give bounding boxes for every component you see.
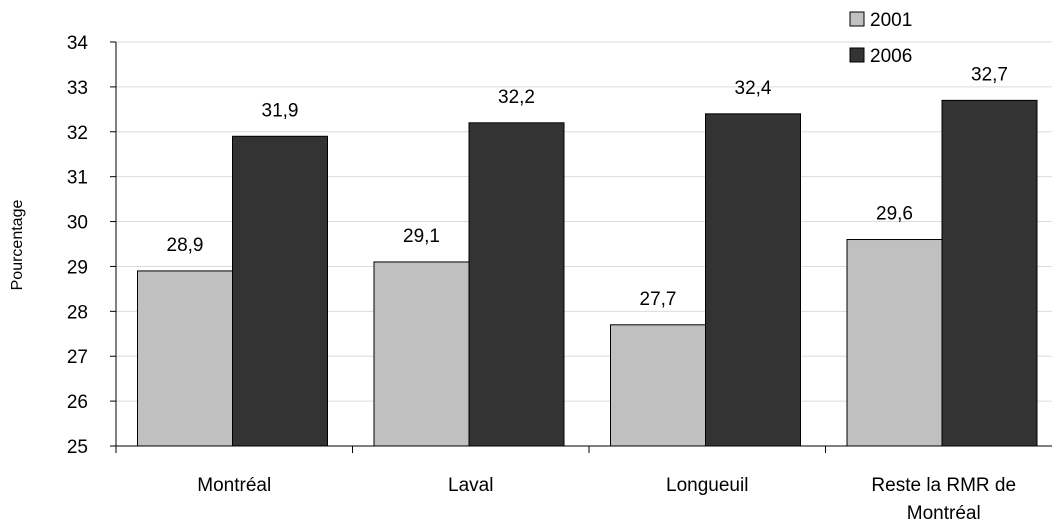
y-tick-labels: 25 26 27 28 29 30 31 32 33 34 — [67, 33, 89, 458]
y-tick-label: 29 — [67, 257, 88, 278]
bar-2001-2 — [610, 324, 706, 447]
y-tick-label: 30 — [67, 213, 88, 234]
data-label: 31,9 — [262, 100, 299, 121]
category-label: Montréal — [907, 503, 981, 523]
bar-2001-3 — [846, 239, 943, 447]
data-label: 32,7 — [971, 64, 1008, 85]
legend-label: 2001 — [870, 10, 912, 31]
legend-swatch — [849, 47, 865, 63]
y-tick-label: 25 — [67, 437, 88, 458]
bar-2006-0 — [232, 135, 328, 447]
y-tick-label: 34 — [67, 33, 89, 54]
data-label: 29,1 — [403, 226, 440, 247]
category-label: Longueuil — [666, 475, 748, 496]
data-label: 27,7 — [640, 289, 677, 310]
data-labels: 28,9 31,9 29,1 32,2 27,7 32,4 29,6 32,7 — [167, 64, 1008, 309]
category-label: Reste la RMR de — [871, 475, 1016, 496]
bar-2006-3 — [941, 99, 1038, 447]
y-tick-label: 32 — [67, 123, 88, 144]
bar-2006-1 — [468, 122, 565, 447]
legend: 2001 2006 — [849, 10, 912, 67]
y-tick-label: 27 — [67, 347, 88, 368]
category-label: Montréal — [197, 475, 271, 496]
y-tick-label: 31 — [67, 168, 88, 189]
category-labels: Montréal Laval Longueuil Reste la RMR de Mon… — [197, 475, 1016, 523]
bar-2001-0 — [137, 270, 233, 447]
legend-swatch — [849, 11, 865, 27]
bars — [137, 99, 1038, 447]
bar-2001-1 — [373, 261, 470, 447]
y-tick-label: 26 — [67, 392, 88, 413]
data-label: 32,2 — [498, 87, 535, 108]
bar-2006-2 — [705, 113, 801, 447]
data-label: 28,9 — [167, 235, 204, 256]
category-label: Laval — [448, 475, 493, 496]
y-tick-label: 33 — [67, 78, 88, 99]
y-tick-label: 28 — [67, 302, 88, 323]
axes — [110, 41, 1052, 453]
y-axis-title: Pourcentage — [9, 200, 26, 291]
data-label: 32,4 — [735, 78, 772, 99]
legend-label: 2006 — [870, 46, 912, 67]
data-label: 29,6 — [876, 204, 913, 225]
